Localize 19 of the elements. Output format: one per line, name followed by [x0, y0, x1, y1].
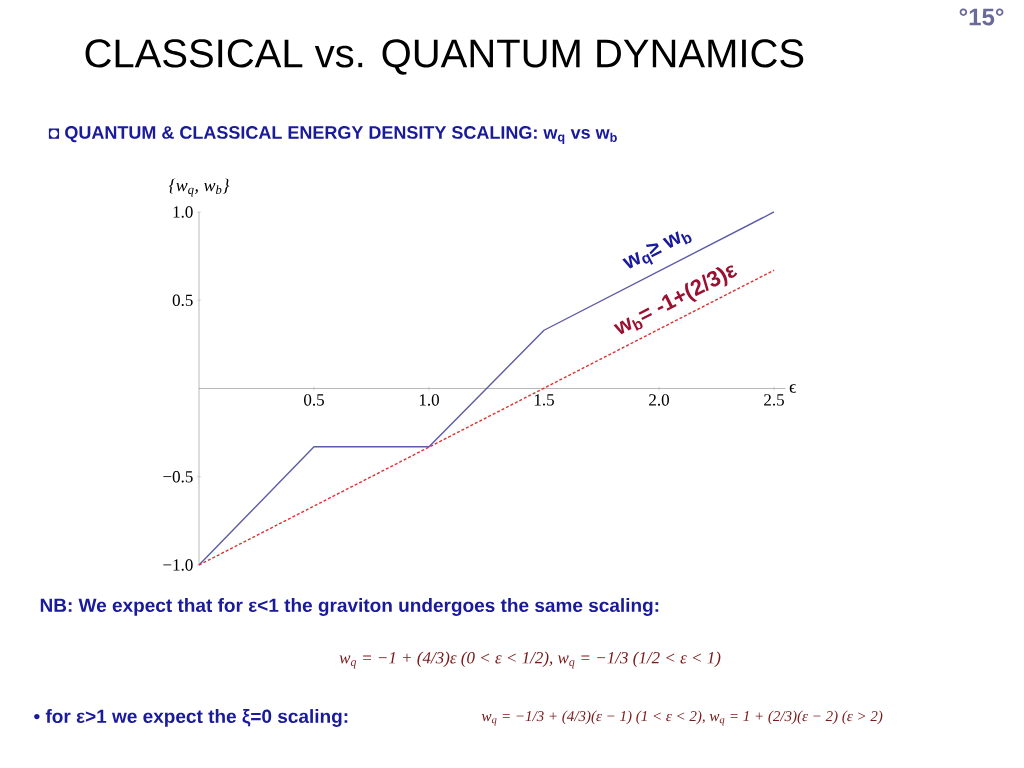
text: • for ε>1 we expect the ξ=0 scaling: — [34, 709, 348, 727]
chart-title: CLASSICAL vs. QUANTUM DYNAMICS — [85, 39, 804, 75]
x-tick-label: 1.0 — [419, 394, 439, 406]
annotation: w$_{q}$≥ w$_{b}$ — [622, 231, 692, 269]
x-axis-title: ϵ — [789, 384, 796, 393]
text: w$_{q}$ = −1 + (4/3)ε (0 < ε < 1/2), w$_{q}$ = −1/3 (1/2 < ε < 1) — [339, 651, 721, 669]
y-tick-label: 0.5 — [172, 294, 193, 307]
chart-subtitle: ◘ QUANTUM & CLASSICAL ENERGY DENSITY SCALING: w$_{q}$ vs w$_{b}$ — [48, 126, 617, 144]
y-tick-label: −1.0 — [163, 559, 193, 571]
y-tick-label: −0.5 — [163, 470, 193, 483]
text: NB: We expect that for ε<1 the graviton undergoes the same scaling: — [40, 598, 659, 616]
text: °15° — [959, 8, 1004, 26]
text: w$_{q}$ = −1/3 + (4/3)(ε − 1) (1 < ε < 2), w$_{q}$ = 1 + (2/3)(ε − 2) (ε > 2) — [481, 710, 883, 726]
y-axis-title: {w$_{q}$, w$_{b}$} — [168, 178, 230, 197]
x-tick-label: 1.5 — [534, 394, 554, 406]
x-tick-label: 2.5 — [764, 394, 784, 406]
x-tick-label: 0.5 — [304, 394, 324, 406]
y-tick-label: 1.0 — [173, 206, 193, 218]
x-tick-label: 2.0 — [649, 394, 669, 406]
